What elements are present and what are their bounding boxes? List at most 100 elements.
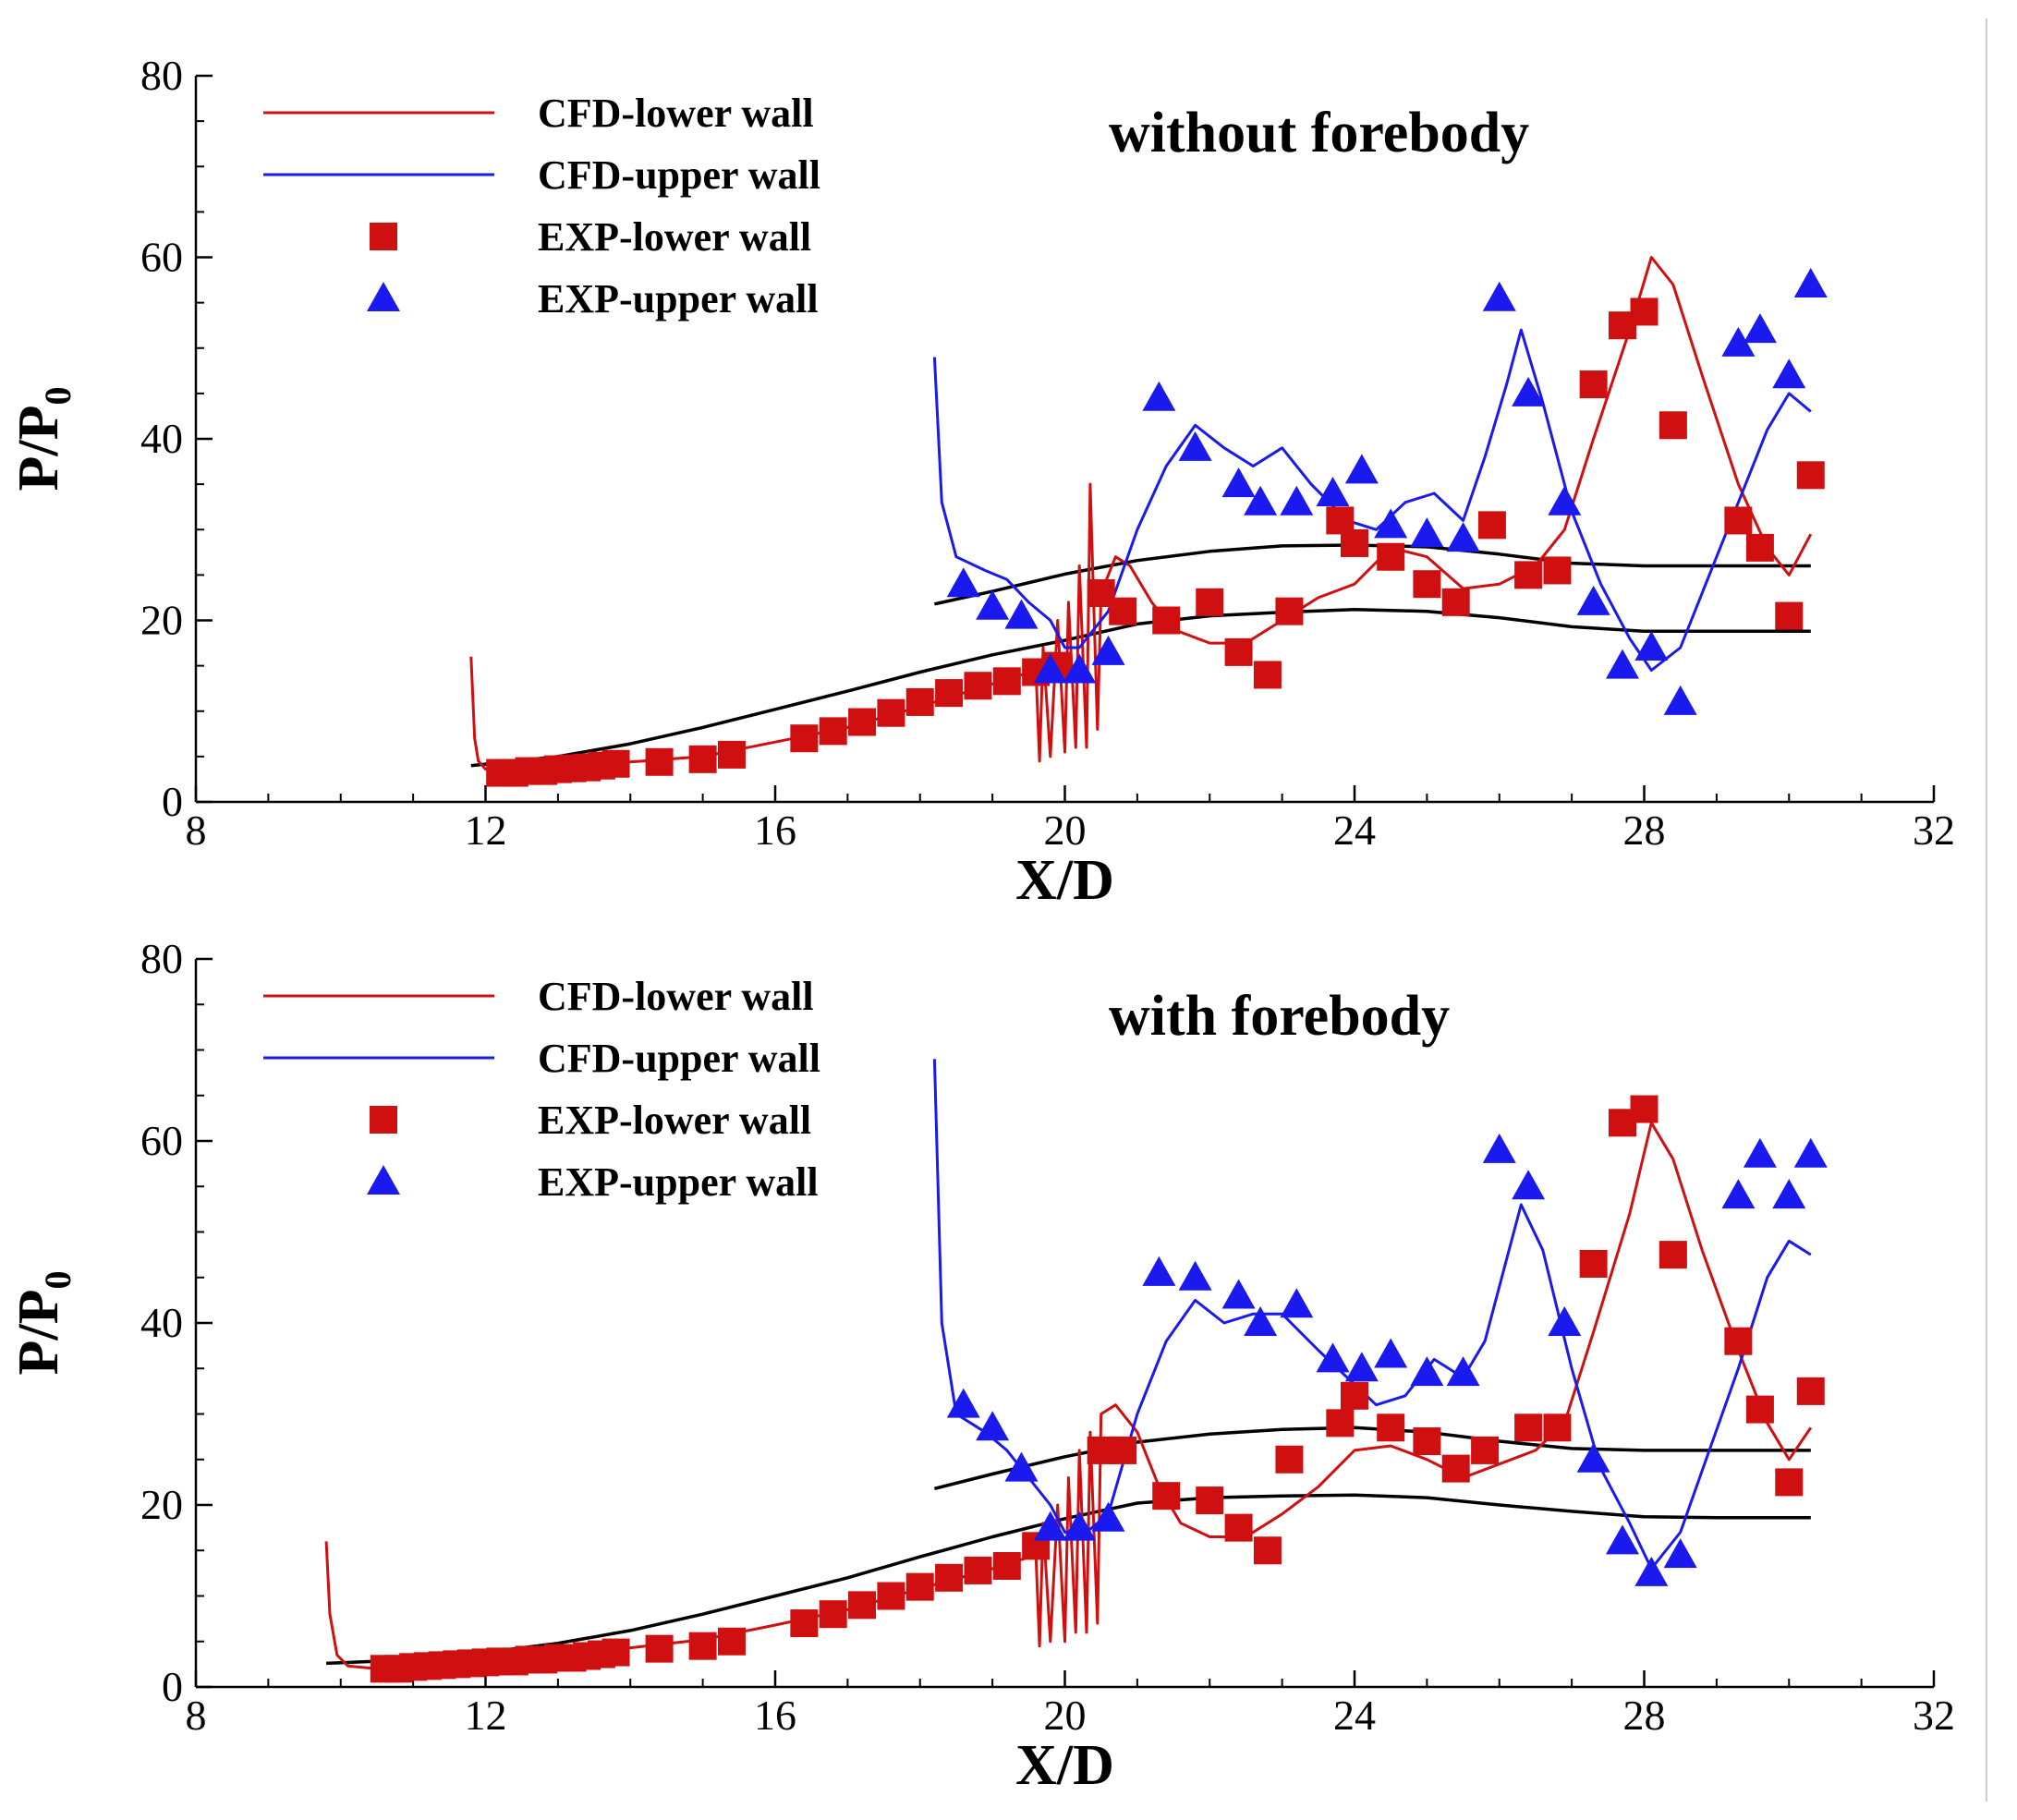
x-tick-label: 32: [1913, 1692, 1955, 1739]
marker-exp-lower-wall: [1224, 1513, 1253, 1542]
marker-exp-lower-wall: [645, 747, 674, 776]
marker-exp-upper-wall: [1004, 1451, 1039, 1482]
marker-exp-upper-wall: [1743, 313, 1777, 344]
marker-exp-upper-wall: [1374, 508, 1408, 539]
x-tick-label: 28: [1623, 807, 1666, 854]
x-tick-label: 24: [1333, 807, 1376, 854]
marker-exp-upper-wall: [1482, 281, 1516, 311]
marker-exp-lower-wall: [1579, 1249, 1608, 1278]
marker-exp-upper-wall: [1605, 1524, 1639, 1555]
marker-exp-upper-wall: [1446, 522, 1480, 552]
marker-exp-upper-wall: [1063, 653, 1097, 684]
marker-exp-lower-wall: [1109, 597, 1137, 625]
marker-exp-upper-wall: [1033, 1511, 1067, 1541]
marker-exp-lower-wall: [790, 1609, 819, 1638]
reference-line-lower: [470, 607, 1811, 768]
marker-exp-upper-wall: [1512, 1170, 1546, 1200]
marker-exp-lower-wall: [1275, 1445, 1304, 1474]
marker-exp-lower-wall: [877, 698, 905, 727]
marker-exp-lower-wall: [1543, 1414, 1572, 1442]
marker-exp-upper-wall: [1410, 1356, 1444, 1387]
marker-exp-lower-wall: [717, 740, 746, 769]
legend: CFD-lower wall CFD-upper wall EXP-lower wa…: [263, 91, 820, 322]
y-axis-label: P/P0: [7, 387, 79, 491]
marker-exp-lower-wall: [848, 708, 877, 736]
marker-exp-upper-wall: [1772, 358, 1806, 389]
y-axis-label-main: P/P: [7, 1290, 70, 1376]
panel-title: with forebody: [1109, 985, 1450, 1048]
marker-exp-lower-wall: [1543, 556, 1572, 585]
marker-exp-upper-wall: [1772, 1179, 1806, 1209]
marker-exp-lower-wall: [1745, 533, 1774, 562]
legend-label-cfd-upper-wall: CFD-upper wall: [538, 1036, 820, 1081]
marker-exp-lower-wall: [1745, 1395, 1774, 1424]
x-axis-label: X/D: [1015, 1734, 1114, 1797]
reference-line-upper: [933, 1426, 1811, 1490]
marker-exp-lower-wall: [1724, 506, 1753, 535]
y-axis-label-main: P/P: [7, 406, 70, 491]
marker-exp-lower-wall: [819, 717, 847, 746]
marker-exp-lower-wall: [1775, 1468, 1804, 1497]
legend-swatch-exp-upper-wall: [367, 1165, 400, 1195]
marker-exp-lower-wall: [1377, 542, 1405, 571]
marker-exp-upper-wall: [1344, 1352, 1379, 1382]
marker-exp-upper-wall: [1244, 1306, 1278, 1336]
marker-exp-lower-wall: [1109, 1436, 1137, 1464]
marker-exp-lower-wall: [1152, 1482, 1181, 1511]
marker-exp-upper-wall: [1221, 1279, 1256, 1309]
y-tick-label: 80: [140, 935, 183, 982]
marker-exp-upper-wall: [1178, 1260, 1212, 1291]
marker-exp-upper-wall: [1576, 585, 1610, 615]
legend-label-cfd-lower-wall: CFD-lower wall: [538, 974, 814, 1019]
y-tick-label: 20: [140, 1481, 183, 1528]
y-axis-label-subscript: 0: [37, 1271, 79, 1290]
legend-label-exp-upper-wall: EXP-upper wall: [538, 276, 819, 322]
marker-exp-lower-wall: [964, 1556, 992, 1584]
marker-exp-upper-wall: [1316, 476, 1350, 506]
marker-exp-upper-wall: [1244, 485, 1278, 516]
marker-exp-upper-wall: [1576, 1442, 1610, 1473]
legend-label-exp-upper-wall: EXP-upper wall: [538, 1159, 819, 1205]
legend: CFD-lower wall CFD-upper wall EXP-lower wa…: [263, 974, 820, 1205]
marker-exp-upper-wall: [976, 589, 1010, 620]
marker-exp-lower-wall: [1441, 588, 1470, 616]
marker-exp-lower-wall: [1253, 661, 1282, 689]
legend-label-exp-lower-wall: EXP-lower wall: [538, 1098, 811, 1143]
marker-exp-lower-wall: [1579, 370, 1608, 399]
reference-line-lower: [326, 1493, 1811, 1666]
marker-exp-upper-wall: [976, 1411, 1010, 1441]
marker-exp-upper-wall: [1721, 326, 1756, 357]
x-tick-label: 28: [1623, 1692, 1666, 1739]
marker-exp-lower-wall: [1341, 528, 1368, 557]
marker-exp-lower-wall: [1341, 1381, 1368, 1410]
legend-label-cfd-lower-wall: CFD-lower wall: [538, 91, 814, 136]
marker-exp-lower-wall: [1724, 1327, 1753, 1355]
marker-exp-lower-wall: [1659, 411, 1687, 440]
marker-exp-upper-wall: [1663, 1538, 1697, 1569]
marker-exp-upper-wall: [1634, 1556, 1669, 1586]
marker-exp-lower-wall: [1630, 297, 1659, 326]
marker-exp-lower-wall: [848, 1591, 877, 1620]
marker-exp-lower-wall: [905, 1572, 934, 1601]
x-tick-label: 12: [465, 807, 507, 854]
panel-title: without forebody: [1109, 102, 1529, 164]
marker-exp-upper-wall: [1512, 376, 1546, 406]
marker-exp-lower-wall: [877, 1582, 905, 1610]
x-tick-label: 20: [1044, 1692, 1087, 1739]
marker-exp-upper-wall: [1548, 485, 1582, 516]
y-tick-label: 80: [140, 52, 183, 99]
marker-exp-lower-wall: [601, 749, 630, 778]
marker-exp-upper-wall: [1033, 653, 1067, 684]
marker-exp-upper-wall: [946, 567, 980, 598]
marker-exp-lower-wall: [935, 1563, 964, 1592]
x-tick-label: 8: [186, 807, 207, 854]
marker-exp-upper-wall: [1091, 1501, 1125, 1532]
marker-exp-lower-wall: [1196, 1486, 1224, 1515]
x-tick-label: 20: [1044, 807, 1087, 854]
marker-exp-lower-wall: [1152, 606, 1181, 635]
marker-exp-upper-wall: [1344, 454, 1379, 484]
x-tick-label: 24: [1333, 1692, 1376, 1739]
y-tick-label: 60: [140, 1117, 183, 1164]
marker-exp-upper-wall: [1280, 1288, 1314, 1318]
